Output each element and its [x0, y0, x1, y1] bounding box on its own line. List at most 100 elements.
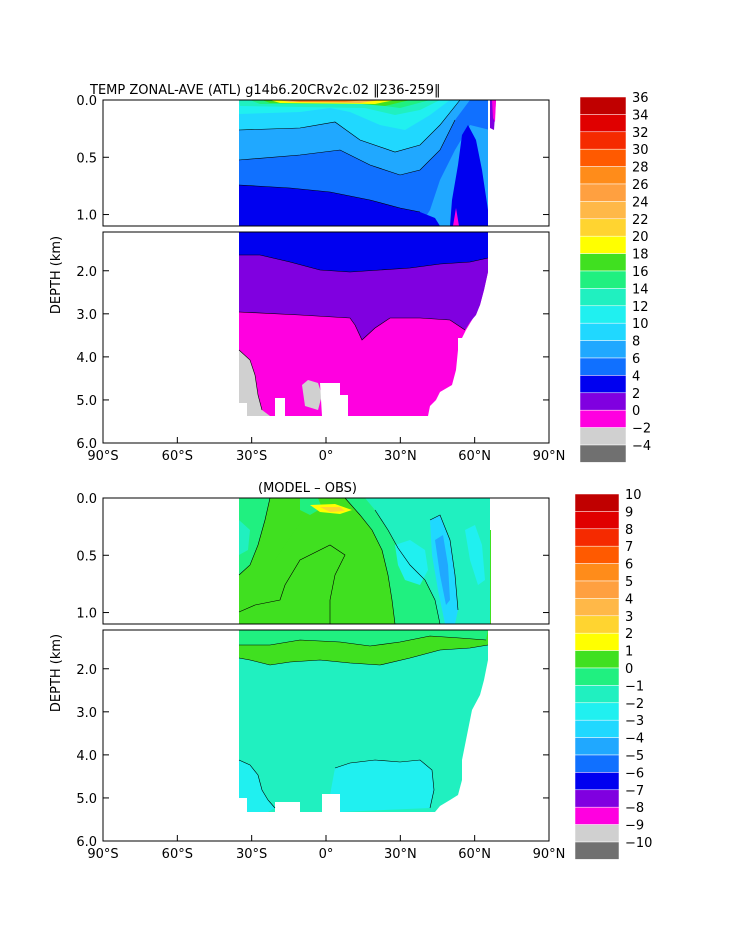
colorbar-label: 18	[632, 248, 649, 263]
colorbar-swatch	[574, 493, 620, 512]
bottom-lower-field	[238, 630, 489, 841]
colorbar-label: −2	[632, 422, 651, 437]
colorbar-swatch	[579, 183, 627, 202]
x-tick-label: 0°	[319, 847, 334, 862]
colorbar-label: 24	[632, 195, 649, 210]
y-tick-label: 3.0	[76, 308, 97, 323]
colorbar-swatch	[574, 563, 620, 582]
bottom-plot: (MODEL – OBS)	[49, 481, 652, 862]
colorbar-label: 4	[632, 369, 640, 384]
colorbar-swatch	[579, 340, 627, 359]
colorbar-swatch	[579, 270, 627, 289]
colorbar-swatch	[574, 702, 620, 721]
x-tick-label: 90°N	[533, 449, 566, 464]
top-plot: TEMP ZONAL-AVE (ATL) g14b6.20CRv2c.02 ‖2…	[49, 83, 651, 464]
colorbar-swatch	[579, 96, 627, 115]
x-tick-label: 30°S	[236, 449, 267, 464]
colorbar-label: −4	[625, 732, 644, 747]
bottom-axes: 90°S 60°S 30°S 0° 30°N 60°N 90°N 0.0 0.5 1.0 2.0 3.…	[76, 492, 565, 862]
colorbar-swatch	[579, 305, 627, 324]
colorbar-label: −1	[625, 679, 644, 694]
colorbar-swatch	[574, 789, 620, 808]
colorbar-label: 6	[625, 558, 633, 573]
colorbar-swatch	[574, 545, 620, 564]
colorbar-label: 30	[632, 143, 649, 158]
bottom-upper-field	[238, 497, 497, 625]
colorbar-label: −3	[625, 714, 644, 729]
colorbar-swatch	[579, 357, 627, 376]
y-tick-label: 5.0	[76, 394, 97, 409]
colorbar-label: 8	[632, 335, 640, 350]
y-tick-label: 5.0	[76, 792, 97, 807]
colorbar-swatch	[574, 685, 620, 704]
y-tick-label: 3.0	[76, 706, 97, 721]
x-tick-label: 30°N	[384, 449, 417, 464]
colorbar-swatch	[579, 131, 627, 150]
colorbar-swatch	[574, 772, 620, 791]
colorbar-label: −6	[625, 766, 644, 781]
colorbar-swatch	[579, 427, 627, 446]
x-tick-label: 60°S	[162, 449, 193, 464]
colorbar-swatch	[574, 806, 620, 825]
colorbar-label: 0	[625, 662, 633, 677]
colorbar-swatch	[579, 201, 627, 220]
y-tick-label: 2.0	[76, 663, 97, 678]
colorbar-label: −10	[625, 836, 652, 851]
colorbar-label: −4	[632, 439, 651, 454]
y-tick-label: 4.0	[76, 351, 97, 366]
y-tick-label: 0.5	[76, 151, 97, 166]
colorbar-swatch	[579, 218, 627, 237]
colorbar-swatch	[579, 148, 627, 167]
y-tick-label: 1.0	[76, 607, 97, 622]
colorbar-swatch	[579, 392, 627, 411]
colorbar-swatch	[579, 114, 627, 133]
x-tick-label: 30°N	[384, 847, 417, 862]
colorbar-swatch	[574, 615, 620, 634]
y-tick-label: 4.0	[76, 749, 97, 764]
colorbar-swatch	[579, 288, 627, 307]
colorbar-swatch	[579, 375, 627, 394]
colorbar-label: 9	[625, 505, 633, 520]
top-upper-field	[238, 99, 496, 226]
colorbar-swatch	[579, 322, 627, 341]
y-tick-label: 2.0	[76, 265, 97, 280]
colorbar-label: 20	[632, 230, 649, 245]
x-tick-label: 90°S	[87, 847, 118, 862]
colorbar-swatch	[574, 598, 620, 617]
x-tick-label: 0°	[319, 449, 334, 464]
colorbar-label: 7	[625, 540, 633, 555]
top-title: TEMP ZONAL-AVE (ATL) g14b6.20CRv2c.02 ‖2…	[89, 83, 441, 98]
x-tick-label: 90°S	[87, 449, 118, 464]
colorbar-label: −7	[625, 784, 644, 799]
colorbar-label: 12	[632, 300, 649, 315]
colorbar-swatch	[574, 737, 620, 756]
x-tick-label: 30°S	[236, 847, 267, 862]
y-tick-label: 0.0	[76, 94, 97, 109]
colorbar-label: 0	[632, 404, 640, 419]
colorbar-label: 16	[632, 265, 649, 280]
colorbar-label: 2	[625, 627, 633, 642]
bottom-upper-frame	[102, 497, 550, 625]
colorbar-label: 4	[625, 592, 633, 607]
colorbar-swatch	[574, 719, 620, 738]
colorbar-label: 28	[632, 161, 649, 176]
top-ylabel: DEPTH (km)	[49, 236, 64, 314]
colorbar-swatch	[574, 511, 620, 530]
colorbar-swatch	[574, 824, 620, 843]
y-tick-label: 6.0	[76, 437, 97, 452]
top-lower-field	[238, 232, 489, 443]
x-tick-label: 90°N	[533, 847, 566, 862]
x-tick-label: 60°N	[458, 449, 491, 464]
colorbar-label: 1	[625, 645, 633, 660]
colorbar-swatch	[574, 580, 620, 599]
colorbar-swatch	[574, 632, 620, 651]
colorbar-swatch	[574, 841, 620, 860]
colorbar-label: 10	[632, 317, 649, 332]
colorbar-label: 14	[632, 282, 649, 297]
colorbar-label: 2	[632, 387, 640, 402]
colorbar-swatch	[579, 235, 627, 254]
colorbar-swatch	[574, 528, 620, 547]
x-tick-label: 60°S	[162, 847, 193, 862]
colorbar-label: −9	[625, 819, 644, 834]
